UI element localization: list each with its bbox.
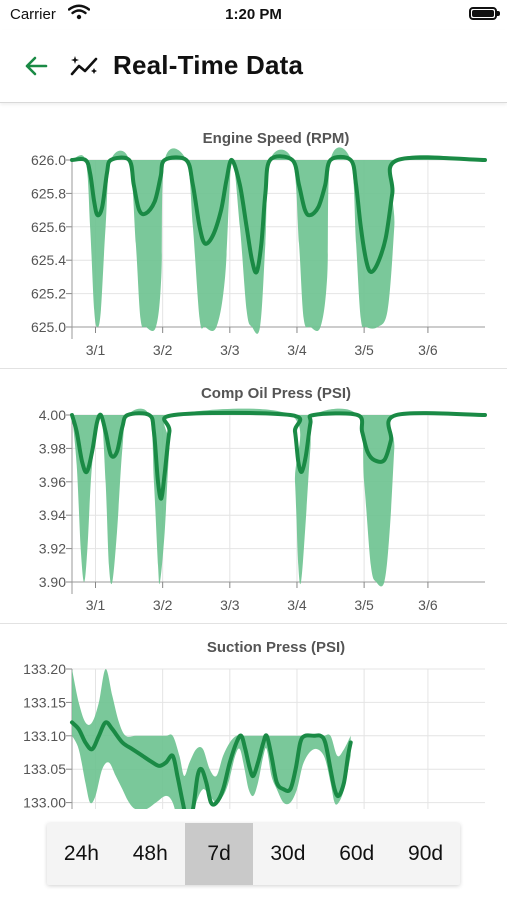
comp-oil-press-chart: Comp Oil Press (PSI) 4.00 3.98 3.96 3.94 3.92… xyxy=(0,373,507,625)
comp-oil-press-chart-svg: Comp Oil Press (PSI) 4.00 3.98 3.96 3.94 3.92… xyxy=(39,385,487,613)
trend-sparkle-icon xyxy=(70,52,102,80)
battery-icon xyxy=(469,7,500,20)
x-tick-label: 3/6 xyxy=(418,597,438,613)
y-tick-label: 133.00 xyxy=(23,795,66,809)
range-band xyxy=(72,147,485,334)
series-line xyxy=(70,410,487,501)
page-title: Real-Time Data xyxy=(113,50,304,80)
chart-title: Engine Speed (RPM) xyxy=(203,130,350,147)
clock: 1:20 PM xyxy=(225,6,282,23)
chart-title: Suction Press (PSI) xyxy=(207,639,345,656)
series-line xyxy=(70,154,487,275)
y-tick-label: 133.15 xyxy=(23,694,66,710)
range-option-24h[interactable]: 24h xyxy=(63,842,99,865)
y-tick-label: 133.05 xyxy=(23,761,66,777)
y-tick-label: 133.10 xyxy=(23,728,66,744)
x-tick-label: 3/5 xyxy=(354,597,374,613)
nav-bar: Real-Time Data xyxy=(0,30,507,103)
x-tick-label: 3/4 xyxy=(287,597,307,613)
y-tick-label: 3.98 xyxy=(39,440,66,456)
y-tick-label: 3.94 xyxy=(39,507,66,523)
time-range-selector: 24h 48h 7d 30d 60d 90d xyxy=(47,823,460,885)
y-tick-label: 626.0 xyxy=(31,152,66,168)
home-indicator xyxy=(0,893,507,900)
range-option-90d[interactable]: 90d xyxy=(408,842,444,865)
y-tick-label: 4.00 xyxy=(39,407,66,423)
x-tick-label: 3/2 xyxy=(153,342,173,358)
y-tick-label: 133.20 xyxy=(23,661,66,677)
wifi-icon xyxy=(67,4,91,25)
engine-speed-chart-svg: Engine Speed (RPM) 626.0 625.8 625.6 625.4 62… xyxy=(31,130,487,358)
engine-speed-chart: Engine Speed (RPM) 626.0 625.8 625.6 625.4 62… xyxy=(0,118,507,370)
x-tick-label: 3/4 xyxy=(287,342,307,358)
suction-press-chart-svg: Suction Press (PSI) 133.20 133.15 133.10 133… xyxy=(23,639,485,809)
range-band xyxy=(72,668,351,809)
y-tick-label: 3.92 xyxy=(39,541,66,557)
status-bar: Carrier 1:20 PM xyxy=(0,0,507,30)
range-option-60d[interactable]: 60d xyxy=(339,842,375,865)
x-tick-label: 3/1 xyxy=(86,597,106,613)
carrier-label: Carrier xyxy=(10,6,56,23)
x-tick-label: 3/2 xyxy=(153,597,173,613)
arrow-left-icon[interactable] xyxy=(22,52,50,80)
x-tick-label: 3/3 xyxy=(220,597,240,613)
y-tick-label: 3.90 xyxy=(39,574,66,590)
suction-press-chart: Suction Press (PSI) 133.20 133.15 133.10 133… xyxy=(0,627,507,809)
chart-divider xyxy=(0,623,507,624)
x-tick-label: 3/3 xyxy=(220,342,240,358)
y-tick-label: 3.96 xyxy=(39,474,66,490)
y-tick-label: 625.0 xyxy=(31,319,66,335)
y-tick-label: 625.2 xyxy=(31,286,66,302)
range-option-48h[interactable]: 48h xyxy=(132,842,168,865)
series-line xyxy=(70,720,353,809)
x-tick-label: 3/5 xyxy=(354,342,374,358)
x-tick-label: 3/6 xyxy=(418,342,438,358)
range-band xyxy=(72,408,485,587)
range-option-7d[interactable]: 7d xyxy=(184,823,254,885)
range-option-30d[interactable]: 30d xyxy=(270,842,306,865)
x-tick-label: 3/1 xyxy=(86,342,106,358)
y-tick-label: 625.4 xyxy=(31,252,66,268)
y-tick-label: 625.8 xyxy=(31,185,66,201)
chart-divider xyxy=(0,368,507,369)
chart-title: Comp Oil Press (PSI) xyxy=(201,385,351,402)
y-tick-label: 625.6 xyxy=(31,219,66,235)
